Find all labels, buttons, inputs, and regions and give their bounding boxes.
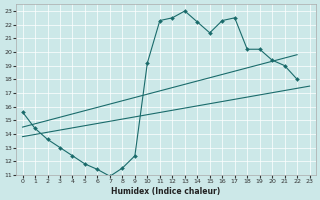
X-axis label: Humidex (Indice chaleur): Humidex (Indice chaleur) bbox=[111, 187, 221, 196]
